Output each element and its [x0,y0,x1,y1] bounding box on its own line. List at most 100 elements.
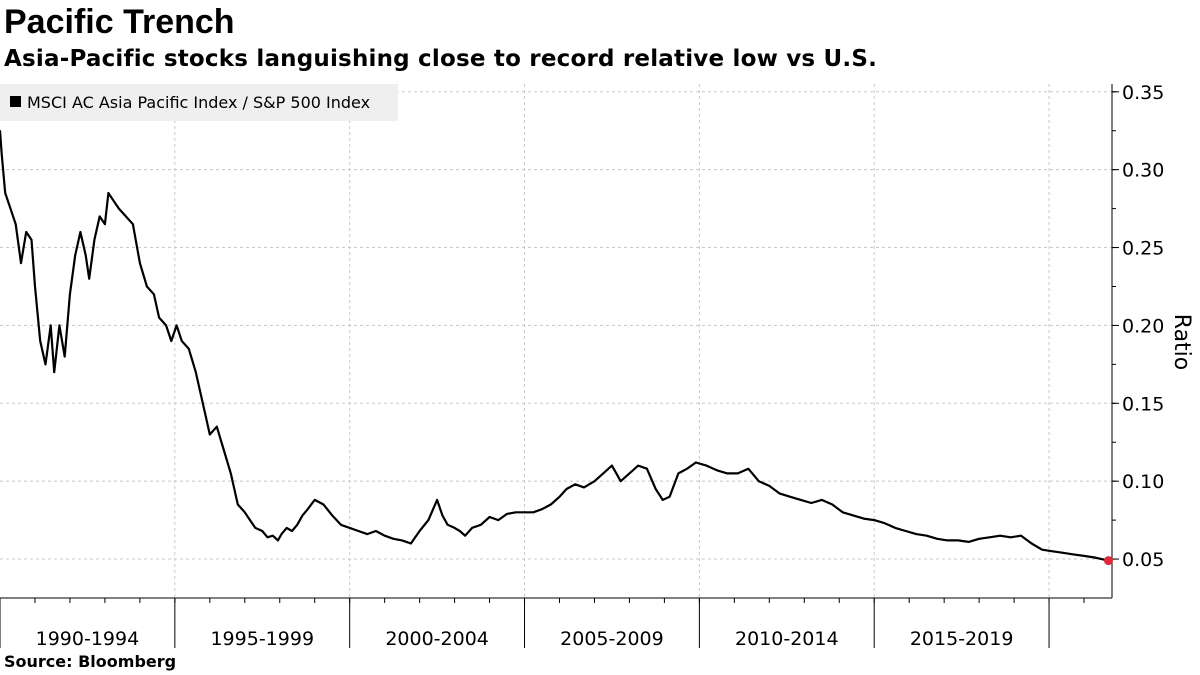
data-point [215,425,218,428]
data-point [506,512,508,515]
x-category-label: 2000-2004 [385,628,489,650]
data-point [873,519,876,522]
data-point [479,523,482,526]
data-point [39,340,42,342]
data-point [131,223,134,226]
data-point [58,324,61,327]
y-tick-label: 0.15 [1122,393,1164,415]
data-point [280,533,283,536]
data-point [1083,555,1085,557]
data-point [222,449,225,451]
data-point [84,254,87,257]
data-point [747,467,750,470]
data-point [715,469,718,472]
x-category-label: 1995-1999 [210,628,314,650]
data-point [654,488,657,490]
data-point [9,207,12,210]
data-point [565,488,568,490]
data-point [285,527,288,529]
data-point [88,277,91,280]
data-point [593,480,596,483]
legend-background [0,84,398,121]
data-point [291,530,293,532]
data-point [69,293,71,296]
data-point [978,537,981,540]
data-point [357,530,360,532]
data-point [194,371,197,374]
data-point [4,192,7,194]
data-point [464,534,466,537]
data-point [306,508,309,511]
data-point [34,285,36,288]
data-point [301,514,304,517]
data-point [999,534,1002,537]
data-point [841,511,844,514]
chart-subtitle: Asia-Pacific stocks languishing close to… [4,46,878,72]
data-point [1020,534,1022,537]
data-point [611,464,613,467]
data-point [145,285,148,288]
data-point [458,530,461,532]
data-point [112,199,115,202]
data-point [383,534,386,537]
data-point [401,539,404,542]
data-point [418,530,421,532]
data-point [201,402,204,405]
data-point [668,495,671,498]
data-point [138,262,141,265]
data-point [441,514,444,517]
data-point [1093,556,1096,559]
data-point [0,153,3,155]
y-tick-label: 0.30 [1122,160,1164,182]
data-point [757,480,760,483]
data-point [1051,550,1054,553]
data-point [104,223,106,226]
data-point [20,262,22,265]
data-point [799,498,802,501]
data-point [1072,553,1075,556]
y-tick-label: 0.10 [1122,471,1164,493]
data-point [810,502,813,504]
data-point [831,503,834,506]
data-point [453,527,456,529]
legend-label: MSCI AC Asia Pacific Index / S&P 500 Ind… [27,93,370,112]
data-point [93,238,96,241]
data-point [778,492,781,495]
data-point [53,371,56,374]
data-point [789,495,792,498]
y-tick-label: 0.05 [1122,549,1164,571]
data-point [152,293,155,296]
data-point [340,523,342,526]
data-point [558,495,561,498]
legend-swatch [10,96,21,107]
data-point [471,527,473,529]
data-point [488,516,491,518]
data-point [852,514,855,517]
data-point [1041,548,1043,551]
data-point [409,542,412,545]
data-point [296,523,299,526]
data-point [98,215,101,218]
axes: 0.05 0.10 0.15 0.20 0.25 0.30 0.35 1990-1994 199… [0,82,1164,650]
data-point [271,534,274,537]
data-point [79,231,82,233]
data-point [637,464,640,467]
data-point [686,467,689,470]
data-point [261,530,264,532]
data-point [266,536,269,539]
data-point [243,511,246,514]
data-point [883,522,886,525]
data-point [661,498,664,501]
data-point [30,238,33,241]
data-point [541,508,543,511]
data-point [331,514,334,517]
data-point [988,536,991,539]
data-point [726,472,729,475]
data-point [436,498,439,501]
data-point [694,461,697,464]
data-point [249,519,251,522]
data-point [236,503,239,506]
data-point [925,534,928,537]
data-point [619,480,622,483]
data-point [957,539,960,542]
